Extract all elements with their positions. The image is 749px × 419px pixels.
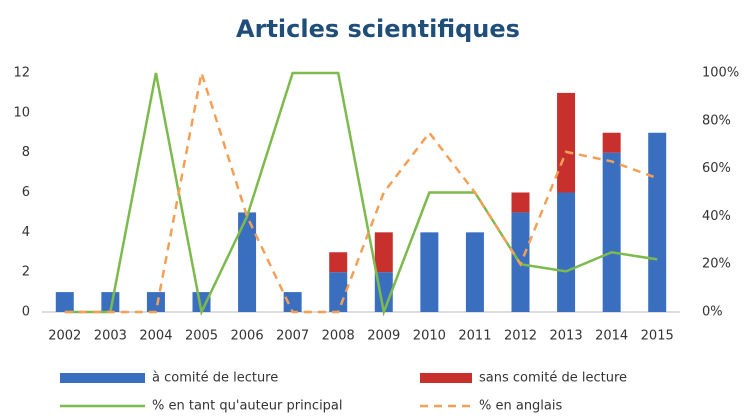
x-tick-label: 2013: [550, 329, 583, 344]
y-tick-label: 0: [22, 305, 30, 320]
x-tick-label: 2007: [276, 329, 309, 344]
line-series: [64, 72, 658, 314]
x-tick-label: 2005: [185, 329, 218, 344]
bar-segment: [557, 92, 576, 193]
bar-segment: [511, 192, 530, 213]
bar-segment: [420, 232, 439, 312]
x-tick-label: 2002: [48, 329, 81, 344]
bar-segment: [465, 232, 484, 312]
chart-title: Articles scientifiques: [236, 15, 520, 43]
x-tick-label: 2009: [367, 329, 400, 344]
bar-segment: [602, 132, 621, 153]
x-tick-label: 2010: [413, 329, 446, 344]
line-series: [64, 71, 658, 317]
bar-segment: [648, 132, 667, 312]
y2-tick-label: 100%: [702, 66, 739, 81]
bar-segment: [283, 292, 302, 312]
legend-label: % en anglais: [479, 399, 563, 414]
x-tick-label: 2015: [641, 329, 674, 344]
x-tick-label: 2014: [595, 329, 628, 344]
x-tick-label: 2012: [504, 329, 537, 344]
bar-segment: [329, 252, 348, 273]
y2-tick-label: 40%: [702, 209, 731, 224]
bar-segment: [101, 292, 120, 312]
x-tick-label: 2011: [458, 329, 491, 344]
y-tick-label: 12: [13, 66, 30, 81]
y-tick-label: 6: [22, 185, 30, 200]
bar-segment: [55, 292, 74, 312]
x-tick-label: 2006: [231, 329, 264, 344]
legend-label: à comité de lecture: [152, 371, 278, 386]
y2-tick-label: 0%: [702, 305, 723, 320]
y-tick-label: 4: [22, 225, 30, 240]
bar-segment: [374, 232, 393, 273]
bar-segment: [238, 212, 257, 312]
legend-swatch: [420, 373, 472, 383]
legend-label: % en tant qu'auteur principal: [152, 399, 343, 414]
x-tick-label: 2003: [94, 329, 127, 344]
x-tick-label: 2004: [139, 329, 172, 344]
legend-swatch: [60, 373, 145, 383]
y-tick-label: 2: [22, 265, 30, 280]
bar-segment: [146, 292, 165, 312]
bar-segment: [557, 192, 576, 312]
y-tick-label: 8: [22, 145, 30, 160]
bar-segment: [329, 272, 348, 312]
y2-tick-label: 20%: [702, 257, 731, 272]
y2-tick-label: 60%: [702, 161, 731, 176]
bar-segment: [602, 152, 621, 312]
x-tick-label: 2008: [322, 329, 355, 344]
legend-label: sans comité de lecture: [479, 371, 627, 386]
y2-tick-label: 80%: [702, 113, 731, 128]
y-tick-label: 10: [13, 105, 30, 120]
bar-segment: [192, 292, 211, 312]
